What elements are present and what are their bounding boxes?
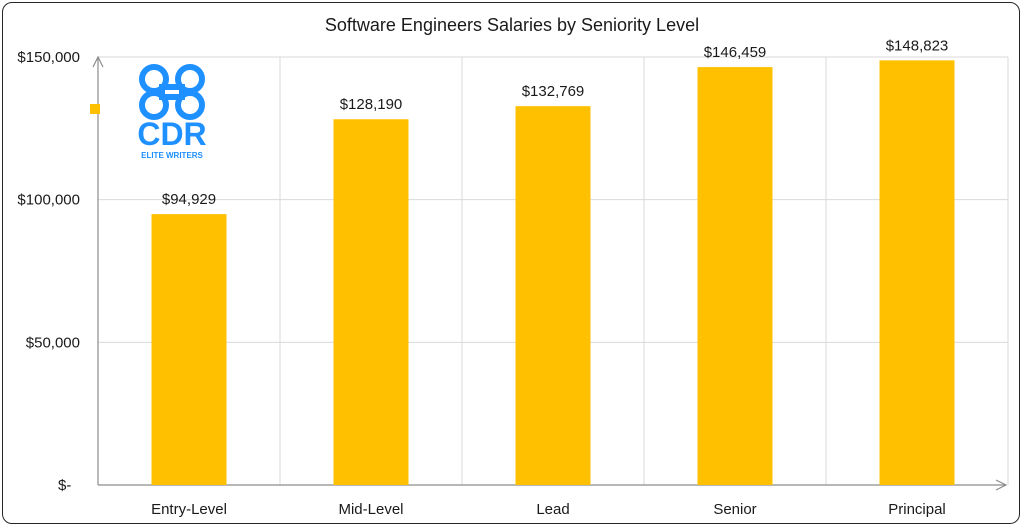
data-label: $146,459 bbox=[704, 44, 767, 61]
y-tick-label: $100,000 bbox=[17, 192, 80, 209]
data-label: $148,823 bbox=[886, 37, 949, 54]
logo-mark: CDR bbox=[137, 116, 206, 152]
y-axis-arrow-icon bbox=[92, 55, 104, 68]
x-axis-arrow-icon bbox=[995, 479, 1008, 491]
x-tick-label: Lead bbox=[536, 501, 569, 518]
y-tick-label: $150,000 bbox=[17, 49, 80, 66]
logo-tagline: ELITE WRITERS bbox=[141, 151, 203, 160]
x-tick-label: Entry-Level bbox=[151, 501, 227, 518]
cdr-logo: CDR ELITE WRITERS bbox=[137, 64, 207, 160]
bar bbox=[333, 119, 409, 485]
bars bbox=[151, 60, 955, 486]
y-tick-label: $- bbox=[58, 477, 71, 494]
data-labels: $94,929 $128,190 $132,769 $146,459 $148,823 bbox=[162, 37, 948, 208]
x-tick-label: Senior bbox=[713, 501, 756, 518]
y-axis-ticks: $- $50,000 $100,000 $150,000 bbox=[17, 49, 80, 494]
data-label: $132,769 bbox=[522, 83, 585, 100]
bar bbox=[151, 214, 227, 485]
bar bbox=[515, 106, 591, 486]
x-tick-label: Mid-Level bbox=[338, 501, 403, 518]
command-key-icon bbox=[139, 64, 205, 120]
data-label: $94,929 bbox=[162, 191, 216, 208]
data-label: $128,190 bbox=[340, 96, 403, 113]
x-tick-label: Principal bbox=[888, 501, 946, 518]
legend-marker bbox=[90, 104, 100, 114]
chart-title: Software Engineers Salaries by Seniority… bbox=[325, 15, 699, 35]
gridlines bbox=[98, 56, 1009, 485]
bar bbox=[879, 60, 955, 486]
y-tick-label: $50,000 bbox=[26, 334, 80, 351]
x-axis-ticks: Entry-Level Mid-Level Lead Senior Principal bbox=[151, 501, 946, 518]
bar bbox=[697, 67, 773, 486]
